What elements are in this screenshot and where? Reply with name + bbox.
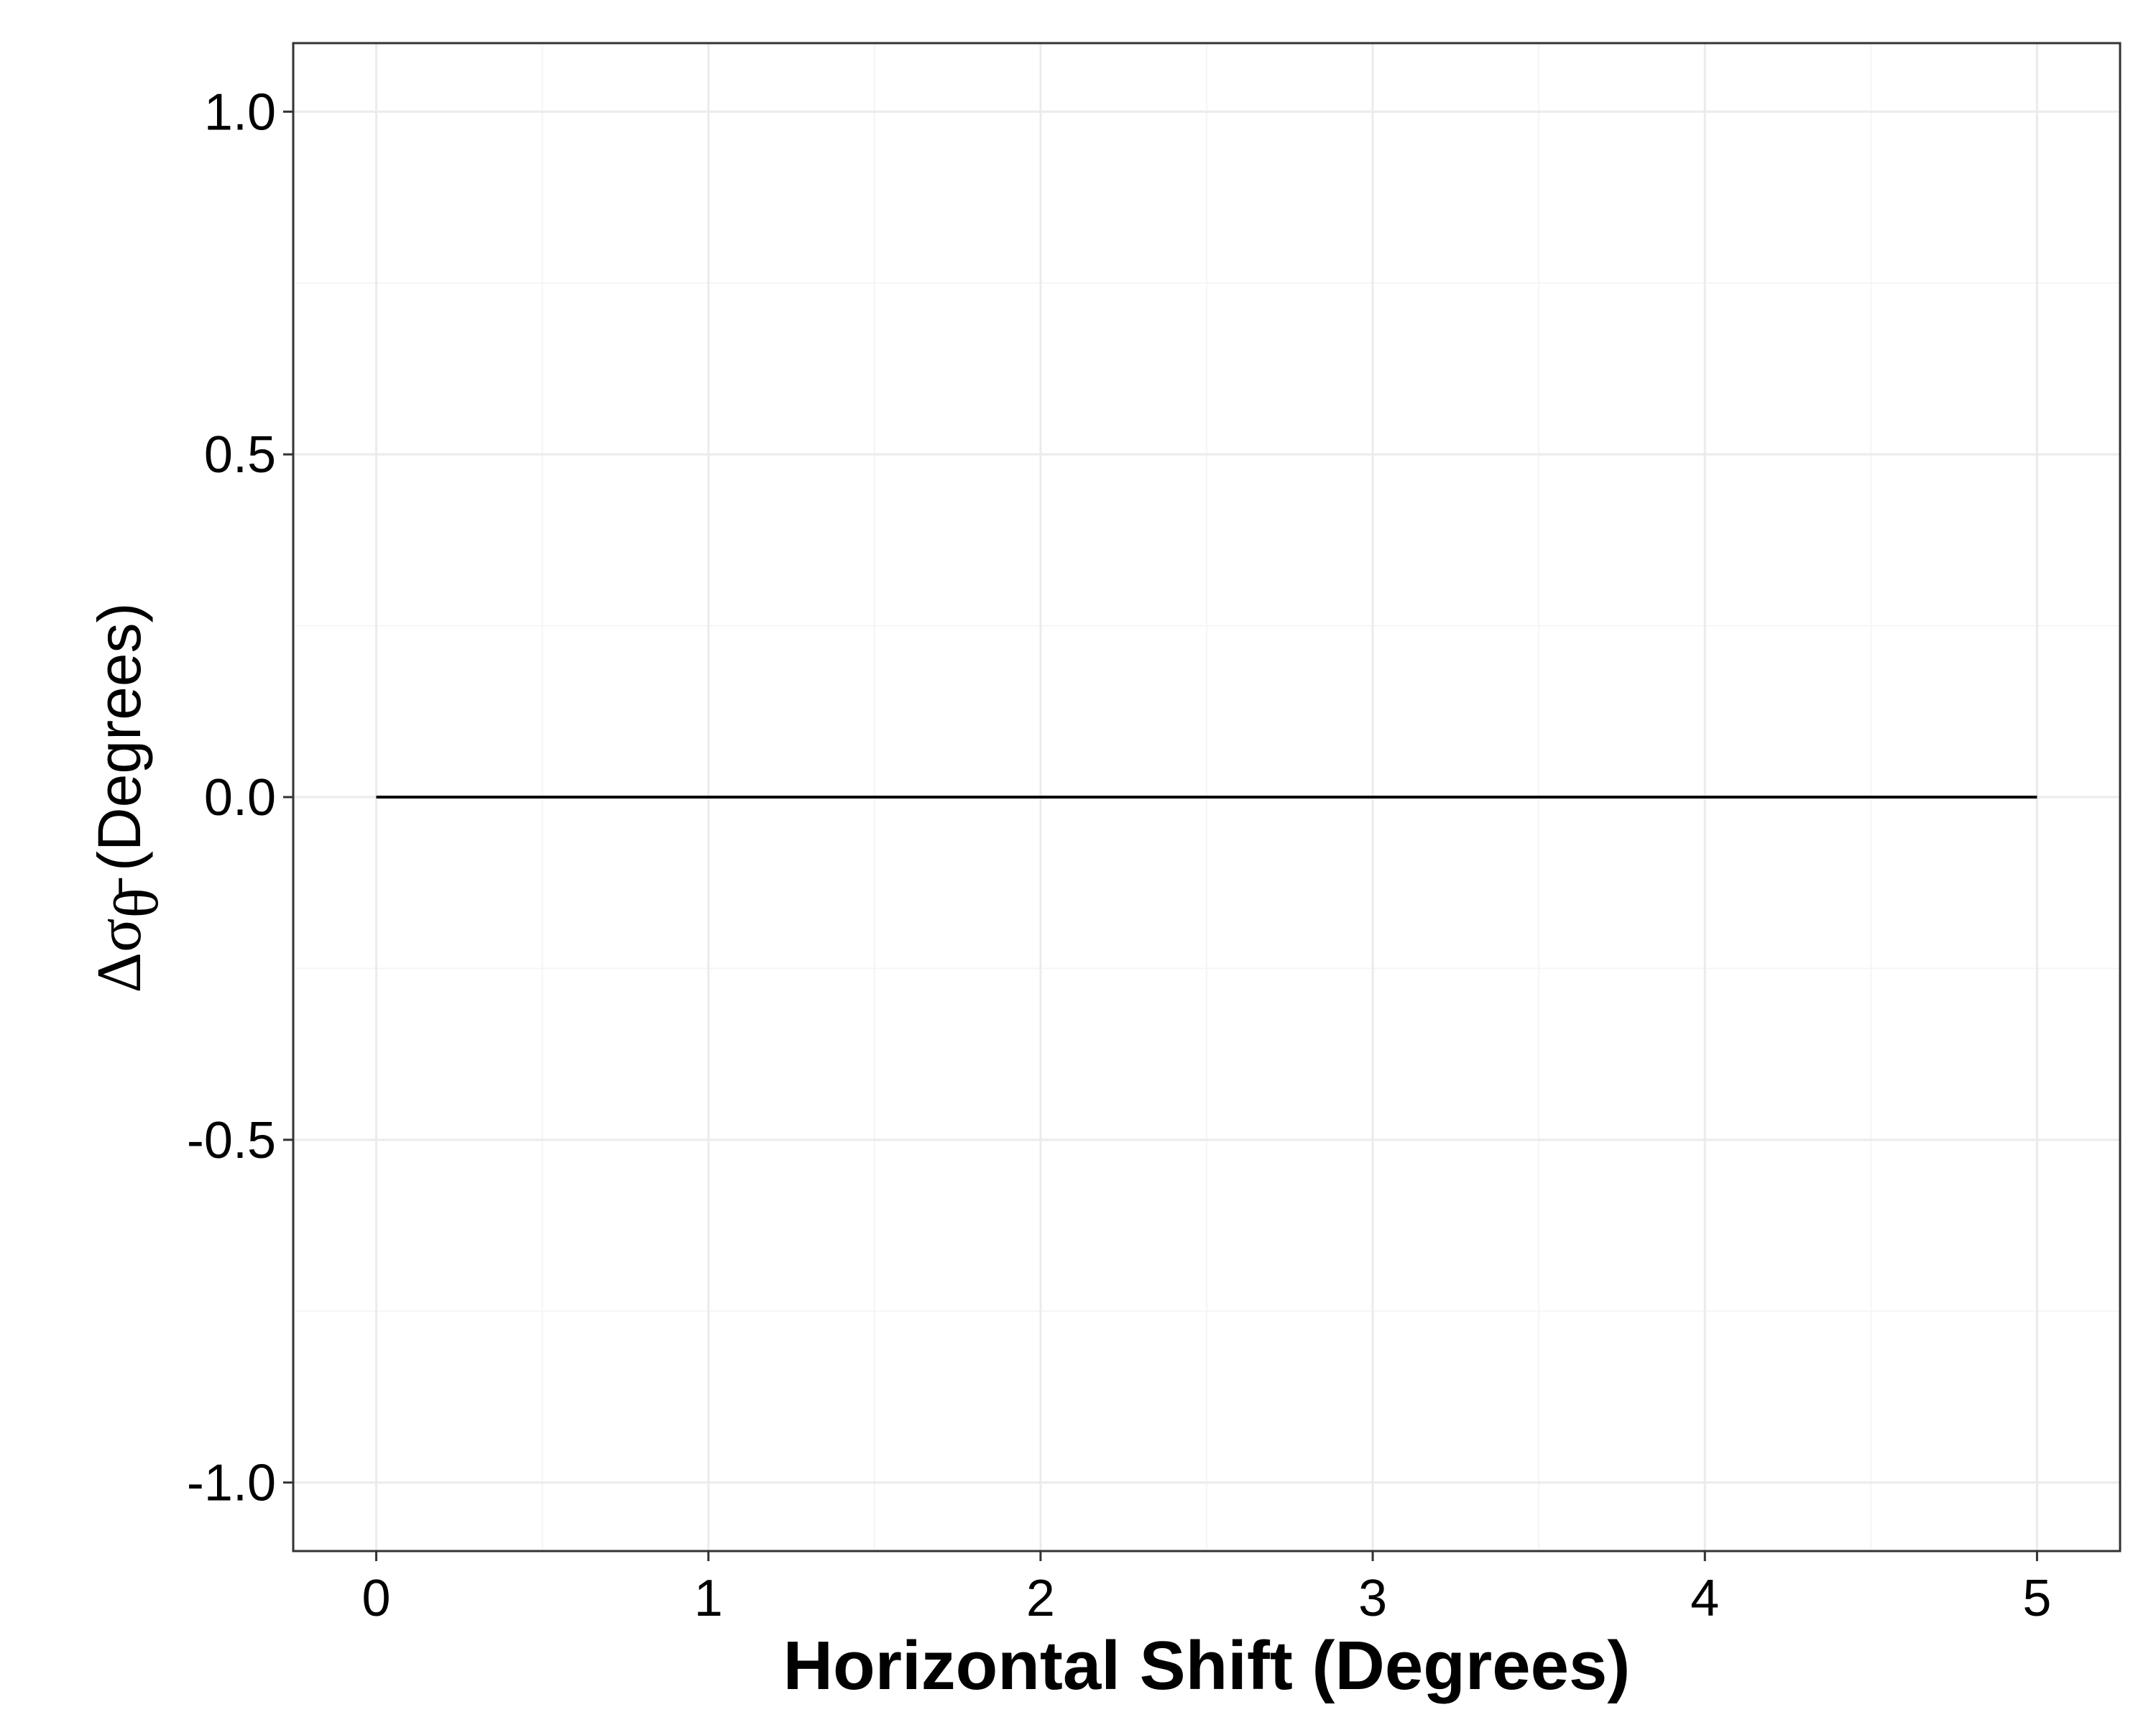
y-axis: -1.0 -0.5 0.0 0.5 1.0: [187, 83, 293, 1512]
x-tick-label: 1: [694, 1570, 723, 1627]
y-tick-label: 0.5: [204, 426, 276, 484]
y-tick-label: -1.0: [187, 1455, 276, 1512]
y-tick-label: 1.0: [204, 83, 276, 141]
x-tick-label: 4: [1690, 1570, 1719, 1627]
x-tick-label: 3: [1358, 1570, 1387, 1627]
y-axis-title: Δσθ̄ (Degrees): [85, 603, 172, 993]
x-axis: 0 1 2 3 4 5: [362, 1551, 2051, 1627]
x-axis-title: Horizontal Shift (Degrees): [783, 1627, 1631, 1704]
y-axis-title-units: (Degrees): [86, 603, 153, 888]
y-tick-label: -0.5: [187, 1112, 276, 1169]
x-tick-label: 5: [2022, 1570, 2051, 1627]
x-tick-label: 2: [1026, 1570, 1055, 1627]
y-tick-label: 0.0: [204, 769, 276, 827]
y-axis-title-symbol: Δσ: [85, 918, 155, 993]
x-tick-label: 0: [362, 1570, 391, 1627]
